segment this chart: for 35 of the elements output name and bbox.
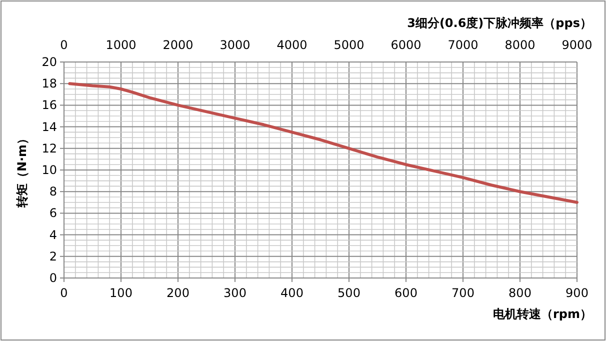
y-tick-label: 18	[42, 76, 57, 91]
x2-axis-title: 3细分(0.6度)下脉冲频率（pps）	[407, 16, 592, 30]
y-tick-label: 14	[42, 120, 57, 134]
y-tick-label: 12	[42, 141, 57, 156]
x2-tick-label: 3000	[220, 38, 250, 52]
x2-tick-label: 7000	[448, 38, 478, 52]
y-tick-label: 6	[49, 206, 57, 220]
x-tick-label: 600	[394, 286, 418, 300]
x-tick-label: 0	[60, 286, 68, 300]
y-tick-label: 8	[49, 184, 57, 199]
x-axis-title: 电机转速（rpm）	[492, 307, 592, 321]
x2-tick-label: 9000	[562, 38, 592, 52]
y-tick-label: 10	[42, 163, 57, 177]
x-tick-label: 100	[110, 286, 132, 300]
x-tick-label: 400	[280, 286, 304, 300]
y-tick-label: 4	[49, 228, 57, 242]
x-tick-label: 200	[166, 286, 190, 300]
x-tick-label: 900	[566, 286, 588, 300]
line-series	[68, 82, 578, 204]
y-tick-label: 2	[49, 249, 57, 264]
x2-tick-label: 6000	[390, 38, 422, 52]
x2-tick-label: 8000	[504, 38, 536, 52]
x2-tick-label: 4000	[276, 38, 308, 52]
y-tick-label: 0	[49, 271, 57, 285]
y-tick-label: 16	[42, 98, 57, 112]
x-tick-label: 500	[338, 286, 360, 300]
y-tick-label: 20	[42, 55, 57, 69]
x2-tick-label: 2000	[162, 38, 194, 52]
x2-tick-label: 0	[60, 38, 68, 52]
x-tick-label: 300	[224, 286, 246, 300]
y-axis-title: 转矩（N·m）	[15, 132, 29, 209]
x-tick-label: 700	[452, 286, 474, 300]
x-tick-label: 800	[508, 286, 532, 300]
x2-tick-label: 5000	[334, 38, 364, 52]
x2-tick-label: 1000	[106, 38, 136, 52]
